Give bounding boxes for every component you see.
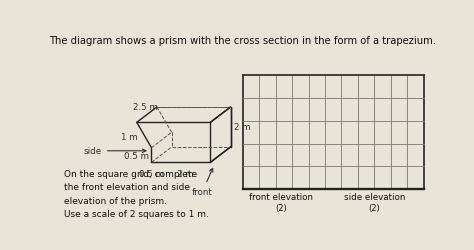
Text: side: side <box>84 147 146 156</box>
Text: 0.5 m: 0.5 m <box>124 151 149 160</box>
Text: 2 m: 2 m <box>177 170 194 178</box>
Text: (2): (2) <box>368 203 380 212</box>
Text: 1 m: 1 m <box>121 132 138 141</box>
Text: 0.5 m: 0.5 m <box>139 170 164 178</box>
Text: front elevation: front elevation <box>249 192 313 202</box>
Text: front: front <box>192 169 213 196</box>
Text: The diagram shows a prism with the cross section in the form of a trapezium.: The diagram shows a prism with the cross… <box>49 35 437 45</box>
Text: 2 m: 2 m <box>234 123 250 132</box>
Text: (2): (2) <box>275 203 287 212</box>
Text: On the square grid, complete
the front elevation and side
elevation of the prism: On the square grid, complete the front e… <box>64 170 209 218</box>
Text: side elevation: side elevation <box>344 192 405 202</box>
Text: 2.5 m: 2.5 m <box>133 102 158 111</box>
